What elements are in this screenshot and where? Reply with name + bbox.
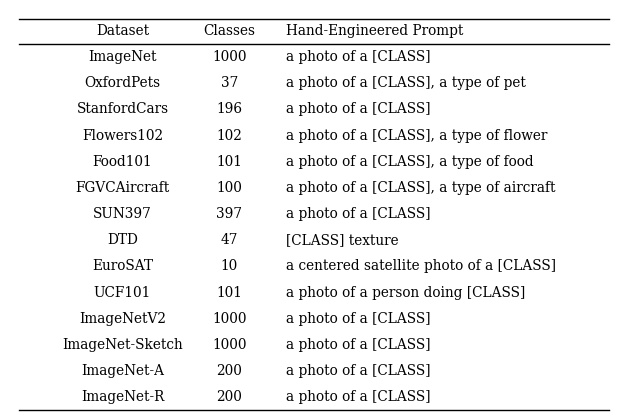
Text: FGVCAircraft: FGVCAircraft: [75, 181, 170, 195]
Text: a photo of a [CLASS], a type of pet: a photo of a [CLASS], a type of pet: [286, 76, 526, 90]
Text: ImageNet-Sketch: ImageNet-Sketch: [62, 338, 183, 352]
Text: Dataset: Dataset: [96, 23, 149, 38]
Text: 100: 100: [216, 181, 242, 195]
Text: a photo of a [CLASS], a type of food: a photo of a [CLASS], a type of food: [286, 155, 533, 169]
Text: ImageNet-A: ImageNet-A: [81, 364, 164, 378]
Text: Classes: Classes: [203, 23, 255, 38]
Text: 101: 101: [216, 155, 242, 169]
Text: a photo of a [CLASS]: a photo of a [CLASS]: [286, 390, 430, 404]
Text: OxfordPets: OxfordPets: [84, 76, 161, 90]
Text: EuroSAT: EuroSAT: [92, 260, 153, 273]
Text: Flowers102: Flowers102: [82, 129, 163, 143]
Text: StanfordCars: StanfordCars: [77, 102, 168, 116]
Text: a photo of a [CLASS]: a photo of a [CLASS]: [286, 102, 430, 116]
Text: a photo of a [CLASS]: a photo of a [CLASS]: [286, 338, 430, 352]
Text: ImageNet: ImageNet: [88, 50, 157, 64]
Text: 1000: 1000: [212, 50, 246, 64]
Text: Hand-Engineered Prompt: Hand-Engineered Prompt: [286, 23, 463, 38]
Text: [CLASS] texture: [CLASS] texture: [286, 233, 398, 247]
Text: SUN397: SUN397: [93, 207, 152, 221]
Text: 102: 102: [216, 129, 242, 143]
Text: 196: 196: [216, 102, 242, 116]
Text: UCF101: UCF101: [94, 285, 151, 300]
Text: 1000: 1000: [212, 312, 246, 326]
Text: a photo of a [CLASS]: a photo of a [CLASS]: [286, 207, 430, 221]
Text: a photo of a [CLASS], a type of flower: a photo of a [CLASS], a type of flower: [286, 129, 547, 143]
Text: 101: 101: [216, 285, 242, 300]
Text: Food101: Food101: [93, 155, 152, 169]
Text: 10: 10: [220, 260, 238, 273]
Text: ImageNet-R: ImageNet-R: [81, 390, 164, 404]
Text: 200: 200: [216, 390, 242, 404]
Text: 397: 397: [216, 207, 242, 221]
Text: ImageNetV2: ImageNetV2: [79, 312, 166, 326]
Text: a photo of a [CLASS]: a photo of a [CLASS]: [286, 364, 430, 378]
Text: a photo of a [CLASS]: a photo of a [CLASS]: [286, 50, 430, 64]
Text: 47: 47: [220, 233, 238, 247]
Text: DTD: DTD: [107, 233, 138, 247]
Text: a photo of a person doing [CLASS]: a photo of a person doing [CLASS]: [286, 285, 525, 300]
Text: 37: 37: [220, 76, 238, 90]
Text: a photo of a [CLASS], a type of aircraft: a photo of a [CLASS], a type of aircraft: [286, 181, 555, 195]
Text: a centered satellite photo of a [CLASS]: a centered satellite photo of a [CLASS]: [286, 260, 556, 273]
Text: 200: 200: [216, 364, 242, 378]
Text: 1000: 1000: [212, 338, 246, 352]
Text: a photo of a [CLASS]: a photo of a [CLASS]: [286, 312, 430, 326]
